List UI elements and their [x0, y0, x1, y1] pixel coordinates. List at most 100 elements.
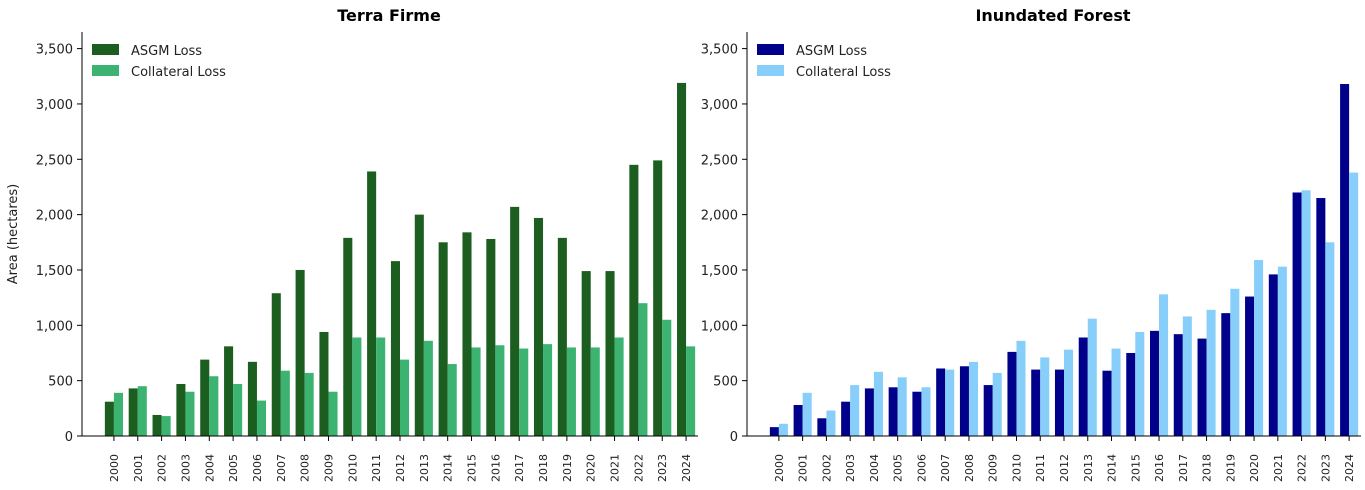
bar-asgm-loss-2020	[581, 271, 591, 436]
x-tick-label: 2015	[1129, 454, 1142, 482]
x-tick-label: 2011	[1034, 454, 1047, 482]
bar-collateral-loss-2000	[778, 423, 788, 436]
bar-asgm-loss-2004	[200, 359, 210, 436]
bar-asgm-loss-2011	[1031, 369, 1041, 436]
bar-collateral-loss-2011	[376, 337, 386, 436]
bar-asgm-loss-2023	[1316, 198, 1326, 436]
bar-asgm-loss-2012	[1054, 369, 1064, 436]
x-tick-label: 2016	[489, 454, 502, 482]
chart-title: Inundated Forest	[975, 6, 1130, 25]
bar-collateral-loss-2008	[968, 361, 978, 436]
x-tick-label: 2024	[1343, 454, 1356, 482]
legend-entry: ASGM Loss	[796, 44, 867, 59]
bar-collateral-loss-2001	[137, 386, 147, 436]
bar-asgm-loss-2017	[510, 206, 520, 436]
bar-asgm-loss-2002	[817, 418, 827, 436]
x-tick-label: 2009	[987, 454, 1000, 482]
bar-asgm-loss-2003	[841, 401, 851, 436]
y-axis-label: Area (hectares)	[6, 184, 21, 284]
bar-collateral-loss-2024	[1349, 172, 1359, 436]
bar-asgm-loss-2019	[557, 237, 567, 436]
bar-collateral-loss-2014	[1111, 348, 1121, 436]
bar-asgm-loss-2013	[414, 214, 424, 436]
bar-asgm-loss-2024	[1340, 84, 1350, 437]
bar-asgm-loss-2021	[605, 271, 615, 436]
bar-collateral-loss-2017	[1182, 316, 1192, 436]
x-tick-label: 2001	[132, 454, 145, 482]
bar-collateral-loss-2007	[945, 369, 955, 436]
bar-collateral-loss-2014	[447, 364, 457, 436]
bar-asgm-loss-2016	[1150, 330, 1160, 436]
bar-collateral-loss-2012	[400, 359, 410, 436]
y-tick-label: 1,500	[701, 264, 738, 279]
bar-collateral-loss-2018	[543, 344, 553, 436]
x-tick-label: 2022	[1296, 454, 1309, 482]
x-tick-label: 2010	[1010, 454, 1023, 482]
bar-asgm-loss-2018	[1197, 338, 1207, 436]
bar-asgm-loss-2002	[152, 414, 162, 436]
bar-collateral-loss-2016	[1159, 294, 1169, 436]
bar-collateral-loss-2022	[638, 303, 648, 436]
bar-collateral-loss-2013	[1087, 318, 1097, 436]
bar-asgm-loss-2001	[128, 388, 138, 436]
bar-asgm-loss-2015	[462, 232, 472, 436]
x-tick-label: 2007	[939, 454, 952, 482]
bar-asgm-loss-2023	[653, 160, 663, 436]
x-tick-label: 2013	[1082, 454, 1095, 482]
bar-collateral-loss-2021	[1277, 266, 1287, 436]
bar-collateral-loss-2009	[328, 391, 338, 436]
y-tick-label: 1,500	[36, 264, 73, 279]
y-tick-label: 2,000	[701, 209, 738, 224]
bar-asgm-loss-2011	[367, 171, 377, 436]
x-tick-label: 2023	[656, 454, 669, 482]
bar-asgm-loss-2021	[1268, 274, 1278, 436]
x-tick-label: 2005	[227, 454, 240, 482]
bar-collateral-loss-2005	[897, 377, 907, 436]
y-tick-label: 3,500	[701, 43, 738, 58]
bar-asgm-loss-2001	[793, 405, 803, 436]
x-tick-label: 2005	[892, 454, 905, 482]
bar-collateral-loss-2020	[590, 347, 600, 436]
x-tick-label: 2021	[1272, 454, 1285, 482]
legend-swatch	[92, 65, 119, 76]
bar-collateral-loss-2006	[256, 400, 267, 436]
bar-asgm-loss-2019	[1221, 313, 1231, 436]
bar-collateral-loss-2017	[519, 348, 529, 436]
bar-collateral-loss-2010	[352, 337, 362, 436]
y-tick-label: 3,000	[701, 98, 738, 113]
bar-collateral-loss-2011	[1040, 357, 1050, 436]
y-tick-label: 0	[65, 430, 73, 445]
bar-collateral-loss-2000	[113, 392, 123, 436]
legend-entry: Collateral Loss	[131, 65, 226, 80]
y-tick-label: 500	[713, 375, 738, 390]
x-tick-label: 2019	[561, 454, 574, 482]
legend-entry: Collateral Loss	[796, 65, 891, 80]
bar-asgm-loss-2003	[176, 383, 186, 436]
x-tick-label: 2014	[442, 454, 455, 482]
bar-asgm-loss-2010	[1007, 351, 1017, 436]
bar-asgm-loss-2005	[888, 387, 898, 436]
bar-asgm-loss-2010	[343, 237, 353, 436]
x-tick-label: 2002	[156, 454, 169, 482]
bar-collateral-loss-2007	[280, 370, 290, 436]
legend-swatch	[757, 44, 784, 55]
y-tick-label: 0	[730, 430, 738, 445]
bar-asgm-loss-2012	[390, 261, 400, 436]
legend-swatch	[757, 65, 784, 76]
x-tick-label: 2000	[108, 454, 121, 482]
bar-collateral-loss-2019	[566, 347, 576, 436]
x-tick-label: 2018	[537, 454, 550, 482]
y-tick-label: 1,000	[701, 319, 738, 334]
bar-asgm-loss-2000	[104, 401, 114, 436]
bar-asgm-loss-2008	[959, 366, 969, 436]
bar-collateral-loss-2024	[686, 346, 696, 436]
chart-title: Terra Firme	[337, 6, 441, 25]
bar-collateral-loss-2002	[161, 416, 171, 436]
bar-collateral-loss-2015	[471, 347, 481, 436]
x-tick-label: 2017	[513, 454, 526, 482]
bar-asgm-loss-2015	[1126, 352, 1136, 436]
bar-collateral-loss-2002	[826, 410, 836, 436]
bar-collateral-loss-2020	[1254, 260, 1264, 436]
bar-asgm-loss-2005	[224, 346, 234, 436]
